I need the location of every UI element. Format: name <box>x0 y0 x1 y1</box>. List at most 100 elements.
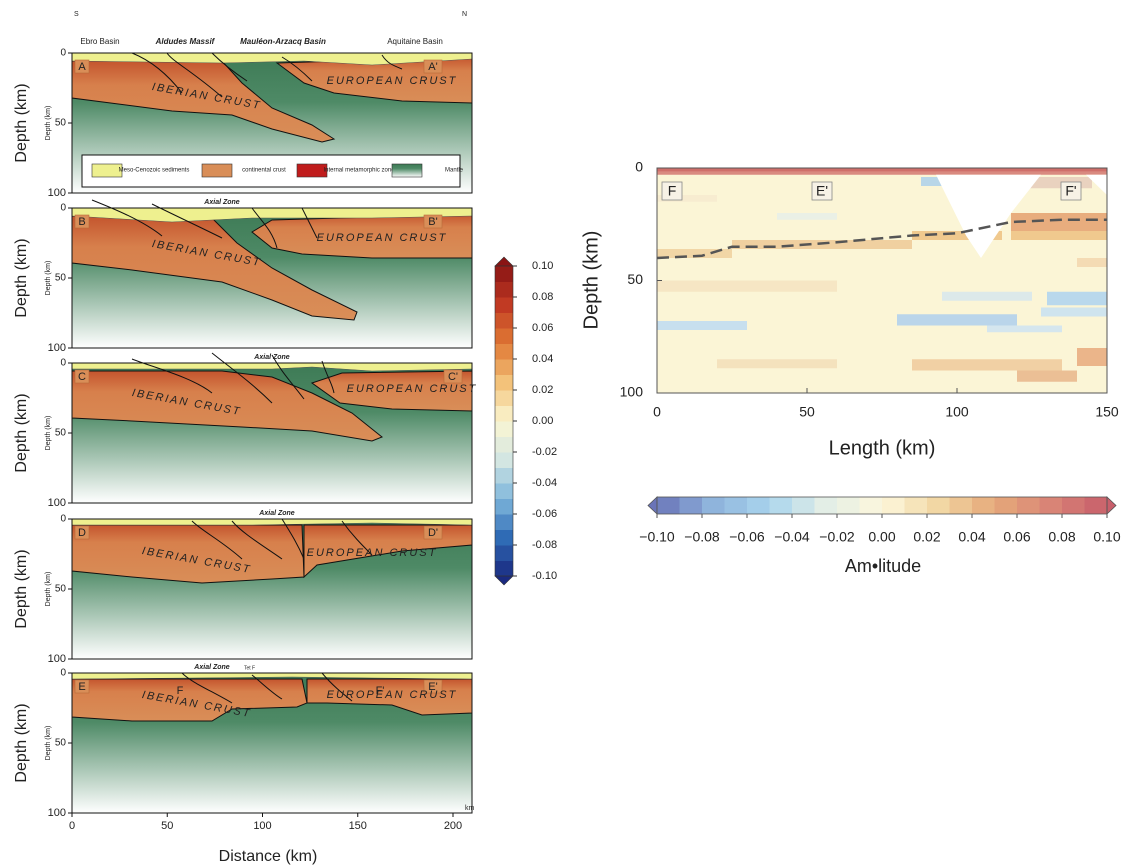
section-letter-box <box>423 59 443 74</box>
legend-swatch <box>201 163 233 178</box>
section-letter: D <box>78 527 86 539</box>
colorbar-segment <box>495 405 513 422</box>
colorbar-segment <box>495 452 513 468</box>
y-axis-label: Depth (km) <box>13 549 30 628</box>
moho <box>656 218 1107 260</box>
inner-y-axis-label: Depth (km) <box>45 106 52 141</box>
colorbar-segment <box>747 497 770 514</box>
colorbar-segment <box>495 374 513 391</box>
colorbar-tick-label: 0.06 <box>532 322 553 334</box>
fault <box>251 207 278 249</box>
y-tick-label: 50 <box>55 118 67 129</box>
y-tick-label: 50 <box>627 271 643 287</box>
x-tick-label: 50 <box>799 404 815 420</box>
colorbar-segment <box>927 497 950 514</box>
fault <box>131 52 183 94</box>
colorbar-segment <box>679 497 703 514</box>
section-letter: E' <box>428 681 437 693</box>
colorbar-segment <box>882 497 905 514</box>
european-crust <box>251 213 473 259</box>
section-letter: C <box>78 371 86 383</box>
zone-label: Axial Zone <box>258 510 295 517</box>
colorbar-segment <box>495 343 513 360</box>
amplitude-patch <box>657 168 1107 172</box>
inner-y-axis-label: Depth (km) <box>45 726 52 761</box>
y-tick-label: 100 <box>48 187 66 199</box>
colorbar-tick-label: 0.00 <box>868 529 895 545</box>
fault <box>381 54 403 70</box>
colorbar-segment <box>495 545 513 561</box>
x-axis-label: Distance (km) <box>219 848 318 865</box>
section-letter: A' <box>428 61 437 73</box>
colorbar-arrow <box>494 256 514 267</box>
colorbar-arrow <box>1106 496 1117 515</box>
y-axis-label: Depth (km) <box>580 231 602 330</box>
crust-label: EUROPEAN CRUST <box>307 547 438 559</box>
colorbar-segment <box>1084 497 1108 514</box>
marker-box <box>1060 181 1082 201</box>
y-tick-label: 0 <box>60 48 66 59</box>
colorbar-segment <box>495 281 513 298</box>
colorbar-segment <box>495 266 513 282</box>
no-data <box>1086 174 1107 195</box>
colorbar-tick-label: -0.04 <box>532 477 557 489</box>
fault <box>281 56 313 82</box>
fault <box>321 360 335 394</box>
iberian-crust <box>71 678 308 722</box>
y-tick-label: 100 <box>48 653 66 665</box>
amplitude-patch <box>1077 348 1107 366</box>
colorbar-segment <box>495 467 513 484</box>
colorbar-tick-label: 0.00 <box>532 415 553 427</box>
colorbar-tick-label: 0.02 <box>532 384 553 396</box>
inner-y-axis-label: Depth (km) <box>45 416 52 451</box>
profile-marker: F' <box>376 685 385 697</box>
fault <box>321 672 353 702</box>
crust-label: EUROPEAN CRUST <box>327 689 458 701</box>
section-letter: B' <box>428 216 437 228</box>
compass-label: N <box>462 11 467 18</box>
colorbar-segment <box>1062 497 1085 514</box>
amplitude-patch <box>657 280 837 292</box>
y-tick-label: 50 <box>55 584 67 595</box>
colorbar-tick-label: 0.02 <box>913 529 940 545</box>
iberian-crust <box>71 370 383 442</box>
colorbar-tick-label: 0.04 <box>532 353 553 365</box>
x-tick-label: 50 <box>161 820 173 832</box>
y-tick-label: 50 <box>55 428 67 439</box>
colorbar-segment <box>495 297 513 313</box>
colorbar-segment <box>495 560 513 577</box>
fault <box>341 520 373 556</box>
marker-label: F' <box>1065 183 1076 199</box>
colorbar-tick-label: -0.08 <box>532 539 557 551</box>
colorbar-segment <box>1017 497 1040 514</box>
compass-label: S <box>74 11 79 18</box>
zone-label: Axial Zone <box>193 664 230 671</box>
y-tick-label: 50 <box>55 273 67 284</box>
zone-label: Axial Zone <box>203 199 240 206</box>
fault <box>301 207 318 239</box>
fault <box>231 520 283 560</box>
crust-label: EUROPEAN CRUST <box>347 383 478 395</box>
fault <box>91 199 163 237</box>
x-tick-label: 150 <box>349 820 367 832</box>
y-tick-label: 100 <box>48 807 66 819</box>
colorbar-tick-label: −0.10 <box>639 529 675 545</box>
colorbar-tick-label: -0.06 <box>532 508 557 520</box>
colorbar-segment <box>495 498 513 515</box>
no-data <box>936 174 1041 258</box>
amplitude-patch <box>1047 291 1107 306</box>
amplitude-patch <box>987 325 1062 333</box>
legend-text: Meso-Cenozoic sediments <box>119 168 190 174</box>
basin-label: Mauléon-Arzacq Basin <box>240 37 326 46</box>
fault <box>151 203 223 239</box>
y-axis-label: Depth (km) <box>13 703 30 782</box>
colorbar-segment <box>495 328 513 344</box>
colorbar-segment <box>792 497 815 514</box>
x-unit: km <box>465 805 475 812</box>
inner-y-axis-label: Depth (km) <box>45 261 52 296</box>
x-tick-label: 100 <box>253 820 271 832</box>
section-letter: B <box>78 216 85 228</box>
legend-text: continental crust <box>242 168 286 174</box>
